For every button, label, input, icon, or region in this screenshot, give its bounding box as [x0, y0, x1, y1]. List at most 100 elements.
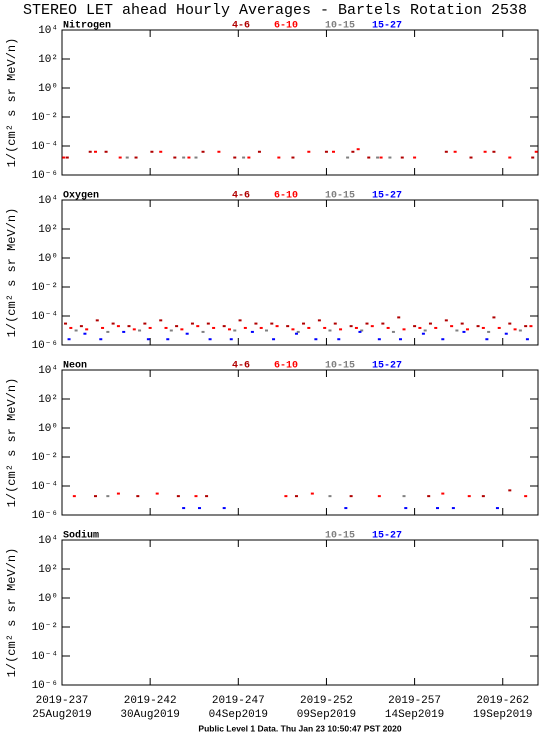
data-point [450, 325, 454, 328]
data-point [62, 156, 66, 159]
data-point [467, 495, 471, 498]
legend-label: 4-6 [232, 21, 250, 32]
data-point [106, 495, 110, 498]
data-point [190, 322, 194, 325]
legend-label: 4-6 [232, 361, 250, 372]
page-title: STEREO LET ahead Hourly Averages - Barte… [23, 2, 527, 19]
data-point [233, 156, 237, 159]
data-point [243, 326, 247, 329]
data-point [351, 150, 355, 153]
y-tick-label: 10⁻² [32, 452, 58, 464]
data-point [187, 156, 191, 159]
data-point [436, 507, 440, 510]
data-point [88, 150, 92, 153]
data-point [182, 156, 186, 159]
data-point [146, 338, 150, 341]
data-point [328, 329, 332, 332]
y-tick-label: 10⁴ [38, 25, 58, 37]
data-point [413, 156, 417, 159]
data-point [344, 507, 348, 510]
data-point [398, 338, 402, 341]
x-tick-date: 04Sep2019 [209, 709, 268, 721]
data-point [497, 326, 501, 329]
data-point [324, 150, 328, 153]
data-point [257, 150, 261, 153]
data-point [275, 325, 279, 328]
data-point [72, 495, 76, 498]
data-point [85, 328, 89, 331]
y-tick-label: 10⁻² [32, 112, 58, 124]
data-point [323, 326, 327, 329]
data-point [349, 325, 353, 328]
data-point [159, 150, 163, 153]
data-point [74, 329, 78, 332]
y-tick-label: 10⁻⁴ [32, 481, 58, 493]
data-point [444, 150, 448, 153]
data-point [173, 156, 177, 159]
x-tick-date: 30Aug2019 [120, 709, 179, 721]
data-point [229, 338, 233, 341]
legend-label: 10-15 [325, 21, 355, 32]
data-point [132, 328, 136, 331]
legend-label: 10-15 [325, 361, 355, 372]
data-point [328, 495, 332, 498]
data-point [79, 325, 83, 328]
data-point [104, 150, 108, 153]
data-point [525, 338, 529, 341]
y-tick-label: 10² [38, 394, 58, 406]
y-tick-label: 10⁰ [38, 83, 58, 95]
data-point [529, 325, 533, 328]
x-tick-date: 09Sep2019 [297, 709, 356, 721]
y-axis-label: 1/(cm² s sr MeV/n) [5, 548, 19, 678]
panel-title: Nitrogen [63, 20, 111, 32]
data-point [508, 156, 512, 159]
data-point [175, 325, 179, 328]
data-point [125, 156, 129, 159]
data-point [346, 156, 350, 159]
y-tick-label: 10⁻⁶ [32, 340, 58, 352]
data-point [307, 150, 311, 153]
y-tick-label: 10⁻⁴ [32, 651, 58, 663]
data-point [294, 332, 298, 335]
y-tick-label: 10⁰ [38, 423, 58, 435]
data-point [317, 319, 321, 322]
data-point [265, 329, 269, 332]
x-tick-date: 14Sep2019 [385, 709, 444, 721]
y-tick-label: 10⁴ [38, 195, 58, 207]
data-point [180, 328, 184, 331]
x-tick-date: 19Sep2019 [473, 709, 532, 721]
data-point [182, 507, 186, 510]
data-point [358, 330, 362, 333]
data-point [118, 156, 122, 159]
data-point [250, 330, 254, 333]
data-point [159, 319, 163, 322]
data-point [402, 328, 406, 331]
data-point [247, 156, 251, 159]
data-point [434, 326, 438, 329]
x-tick-label: 2019-237 [36, 695, 89, 707]
data-point [476, 325, 480, 328]
legend-label: 10-15 [325, 531, 355, 542]
data-point [356, 148, 360, 151]
y-tick-label: 10⁻⁴ [32, 311, 58, 323]
data-point [485, 338, 489, 341]
data-point [217, 150, 221, 153]
data-point [504, 332, 508, 335]
data-point [201, 330, 205, 333]
y-axis-label: 1/(cm² s sr MeV/n) [5, 378, 19, 508]
legend-label: 6-10 [274, 361, 298, 372]
data-point [294, 495, 298, 498]
data-point [138, 329, 142, 332]
data-point [465, 328, 469, 331]
data-point [492, 316, 496, 319]
data-point [194, 495, 198, 498]
data-point [413, 325, 417, 328]
data-point [331, 150, 335, 153]
footer: Public Level 1 Data. Thu Jan 23 10:50:47… [198, 723, 401, 733]
y-tick-label: 10⁰ [38, 253, 58, 265]
x-tick-label: 2019-262 [476, 695, 529, 707]
data-point [404, 507, 408, 510]
plot-frame [61, 199, 539, 346]
data-point [116, 492, 120, 495]
